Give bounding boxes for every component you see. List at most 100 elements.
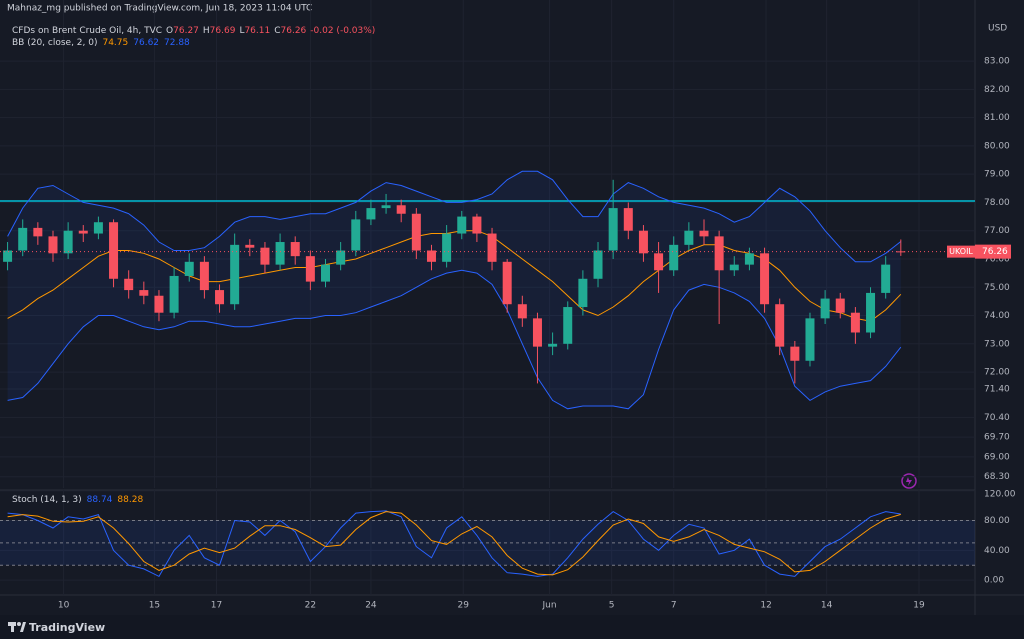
- y-tick-label: 80.00: [984, 141, 1010, 151]
- candle-body: [3, 250, 13, 262]
- candle-body: [260, 247, 270, 265]
- y-tick-label: 71.40: [984, 385, 1010, 395]
- candle-body: [18, 227, 28, 251]
- candle-body: [230, 244, 240, 305]
- price-tag-label: 76.26: [982, 247, 1008, 257]
- logo-shape: [20, 622, 26, 632]
- candle-body: [275, 242, 285, 265]
- candle-body: [608, 208, 618, 251]
- y-tick-label: 69.00: [984, 452, 1010, 462]
- y-tick-label: 74.00: [984, 311, 1010, 321]
- currency: USD: [988, 24, 1007, 34]
- stoch-line: [7, 510, 901, 578]
- candle-body: [805, 318, 815, 361]
- y-tick-label: 120.00: [984, 490, 1016, 500]
- candle-body: [835, 298, 845, 313]
- indicator-value: 72.88: [164, 38, 190, 48]
- candle-body: [684, 230, 694, 245]
- x-tick-label: 22: [305, 601, 316, 611]
- x-tick-label: 5: [609, 601, 615, 611]
- candle-body: [548, 343, 558, 347]
- candle-body: [426, 250, 436, 262]
- candle-body: [729, 264, 739, 271]
- x-tick-label: 14: [821, 601, 833, 611]
- ohlc-value: 76.26: [281, 26, 307, 36]
- y-tick-label: 69.70: [984, 433, 1010, 443]
- legend: CFDs on Brent Crude Oil, 4h, TVC O76.27 H7…: [12, 26, 375, 36]
- candle-body: [305, 256, 315, 282]
- logo-shape: [11, 626, 14, 632]
- candle-body: [744, 253, 754, 265]
- y-tick-label: 0.00: [984, 576, 1004, 586]
- candle-body: [351, 219, 361, 251]
- symbol-label: UKOIL: [949, 247, 973, 256]
- x-tick-label: 24: [365, 601, 377, 611]
- logo: [8, 622, 26, 632]
- candle-body: [623, 208, 633, 231]
- candle-body: [669, 244, 679, 271]
- x-tick-label: 19: [913, 601, 925, 611]
- candle-body: [487, 233, 497, 262]
- ohlc-value: 76.11: [244, 26, 270, 36]
- candle-body: [33, 227, 43, 237]
- y-tick-label: 72.00: [984, 368, 1010, 378]
- price-axis-area: [975, 0, 1024, 615]
- y-tick-label: 83.00: [984, 57, 1010, 67]
- candle-body: [411, 213, 421, 251]
- logo-shape: [8, 622, 16, 626]
- candle-body: [714, 236, 724, 271]
- candle-body: [850, 312, 860, 333]
- candle-body: [532, 318, 542, 347]
- y-tick-label: 80.00: [984, 516, 1010, 526]
- alert-icon-bolt: [906, 477, 912, 486]
- indicator-title: BB (20, close, 2, 0): [12, 38, 97, 48]
- candle-body: [790, 346, 800, 361]
- candle-body: [245, 244, 255, 248]
- candle-body: [184, 261, 194, 276]
- indicator-value: 74.75: [102, 38, 128, 48]
- candle-body: [199, 261, 209, 291]
- candle-body: [63, 230, 73, 254]
- ohlc-prefix: H: [203, 26, 210, 36]
- ohlc-value: 76.27: [173, 26, 199, 36]
- candle-body: [442, 233, 452, 262]
- candle-body: [139, 290, 149, 296]
- candle-body: [93, 222, 103, 234]
- y-tick-label: 70.40: [984, 413, 1010, 423]
- alert-icon[interactable]: [901, 473, 917, 489]
- x-tick-label: 29: [458, 601, 470, 611]
- publisher: Mahnaz_mg published on TradingView.com, …: [7, 4, 312, 14]
- indicator-value: 88.74: [87, 495, 113, 505]
- y-tick-label: 79.00: [984, 170, 1010, 180]
- candle-body: [321, 264, 331, 282]
- y-tick-label: 73.00: [984, 339, 1010, 349]
- candle-body: [336, 250, 346, 265]
- y-tick-label: 77.00: [984, 226, 1010, 236]
- brand: TradingView: [29, 621, 105, 634]
- price-tag: [975, 244, 1011, 259]
- candle-body: [48, 236, 58, 254]
- y-tick-label: 68.30: [984, 472, 1010, 482]
- y-tick-label: 40.00: [984, 546, 1010, 556]
- symbol-tag: [947, 245, 975, 258]
- candle-body: [472, 216, 482, 234]
- candle-body: [290, 242, 300, 257]
- candle-body: [169, 275, 179, 313]
- y-tick-label: 82.00: [984, 85, 1010, 95]
- candle-body: [366, 208, 376, 220]
- y-tick-label: 75.00: [984, 283, 1010, 293]
- stoch-line: [7, 511, 901, 576]
- candle-body: [381, 205, 391, 209]
- candle-body: [881, 264, 891, 293]
- candle-body: [396, 205, 406, 214]
- candle-body: [760, 253, 770, 305]
- y-tick-label: 76.00: [984, 254, 1010, 264]
- x-tick-label: Jun: [542, 601, 557, 611]
- x-tick-label: 10: [58, 601, 70, 611]
- y-tick-label: 81.00: [984, 113, 1010, 123]
- indicator-value: 76.62: [133, 38, 159, 48]
- candle-body: [563, 307, 573, 344]
- logo-shape: [17, 622, 21, 626]
- y-tick-label: 78.00: [984, 198, 1010, 208]
- candle-body: [593, 250, 603, 279]
